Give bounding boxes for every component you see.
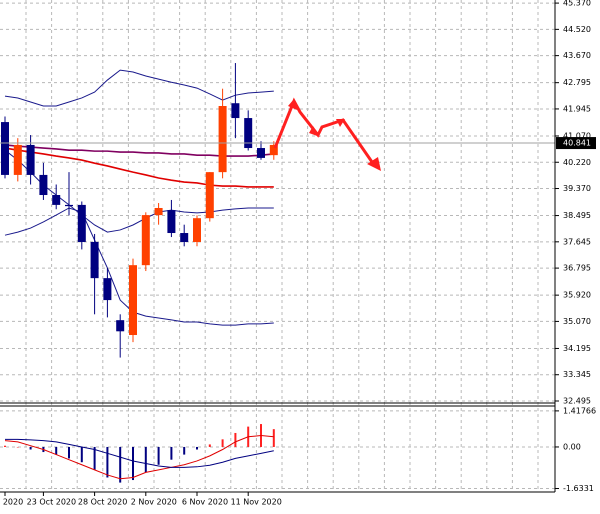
- candle-body: [1, 122, 9, 175]
- histogram-bar: [119, 446, 122, 483]
- candle-body: [257, 148, 265, 158]
- candle-body: [154, 207, 163, 216]
- candle-body: [180, 233, 189, 242]
- candle-body: [205, 172, 214, 219]
- histogram-bar: [221, 439, 224, 447]
- candle-body: [141, 215, 150, 266]
- candle-body: [116, 320, 125, 332]
- y-tick-label: 39.370: [563, 184, 591, 193]
- candle-body: [167, 210, 176, 234]
- candle-body: [26, 144, 35, 175]
- y-tick-label: 1.41766: [563, 406, 596, 415]
- histogram-bar: [144, 446, 147, 473]
- candle-body: [218, 106, 227, 173]
- histogram-bar: [55, 446, 58, 455]
- candle-body: [39, 174, 48, 196]
- candle-body: [193, 218, 201, 242]
- candle-body: [103, 278, 112, 301]
- y-tick-label: 40.220: [563, 158, 591, 167]
- y-tick-label: 37.645: [563, 237, 591, 246]
- candle-body: [77, 204, 86, 242]
- candle-body: [269, 144, 278, 156]
- histogram-bar: [106, 446, 109, 478]
- x-tick-label: 11 Nov 2020: [231, 498, 282, 507]
- moving-average: [4, 147, 274, 188]
- histogram-bar: [80, 446, 83, 463]
- histogram-bar: [170, 446, 173, 460]
- y-tick-label: 32.495: [563, 396, 591, 405]
- moving-average: [4, 144, 274, 157]
- x-tick-label: 23 Oct 2020: [27, 498, 76, 507]
- arrow-head: [288, 99, 381, 171]
- candle-body: [52, 195, 61, 205]
- histogram-bar: [16, 446, 19, 448]
- y-tick-label: 41.070: [563, 131, 591, 140]
- x-tick-label: 28 Oct 2020: [78, 498, 127, 507]
- histogram-bar: [196, 446, 198, 450]
- y-tick-label: 41.945: [563, 104, 591, 113]
- y-tick-label: 38.495: [563, 211, 591, 220]
- candle-body: [244, 118, 253, 149]
- macd-line: [4, 435, 274, 480]
- bollinger-band: [4, 149, 274, 233]
- last-price-box: [556, 137, 596, 150]
- x-tick-label: 2 Nov 2020: [131, 498, 177, 507]
- histogram-bar: [183, 446, 186, 455]
- histogram-bar: [68, 446, 70, 459]
- last-price-label: 40.841: [563, 139, 591, 148]
- y-tick-label: 33.345: [563, 370, 591, 379]
- y-tick-label: 44.520: [563, 25, 591, 34]
- y-tick-label: -1.6331: [563, 484, 594, 493]
- histogram-bar: [208, 444, 211, 447]
- histogram-bar: [272, 429, 275, 447]
- y-tick-label: 35.070: [563, 317, 591, 326]
- y-tick-label: 36.795: [563, 264, 591, 273]
- y-tick-label: 34.195: [563, 344, 591, 353]
- candle-body: [65, 204, 73, 207]
- y-tick-label: 35.920: [563, 291, 591, 300]
- bollinger-band: [4, 69, 274, 107]
- x-tick-label: 6 Nov 2020: [182, 498, 228, 507]
- histogram-bar: [157, 446, 160, 465]
- histogram-bar: [4, 445, 6, 447]
- y-tick-label: 43.670: [563, 51, 591, 60]
- histogram-bar: [132, 446, 134, 481]
- candle-body: [13, 144, 22, 175]
- bollinger-band: [4, 207, 274, 326]
- y-tick-label: 0.00: [563, 442, 581, 451]
- candle-body: [129, 265, 137, 336]
- y-tick-label: 45.370: [563, 0, 591, 8]
- macd-line: [5, 438, 274, 468]
- y-tick-label: 42.795: [563, 78, 591, 87]
- histogram-bar: [234, 432, 237, 447]
- histogram-bar: [93, 446, 96, 470]
- histogram-bar: [29, 446, 32, 450]
- x-tick-label: 2020: [3, 498, 23, 507]
- candle-body: [231, 103, 240, 119]
- candle-body: [90, 241, 99, 279]
